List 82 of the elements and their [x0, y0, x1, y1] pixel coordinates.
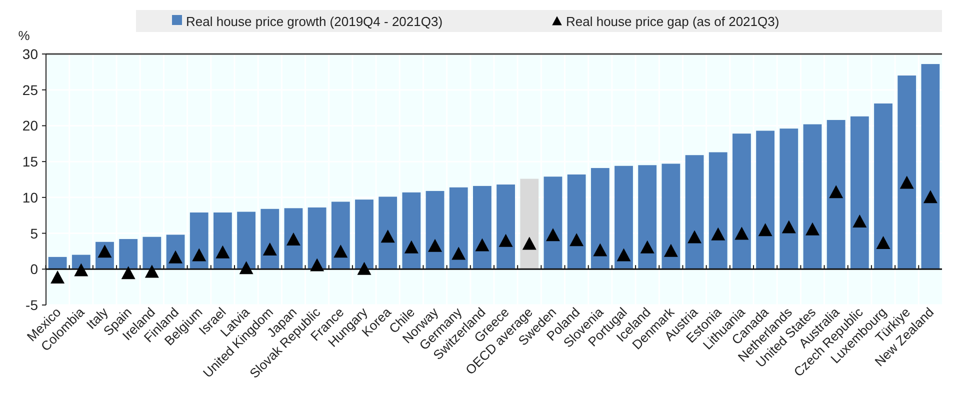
bar: [284, 208, 303, 270]
point: [286, 232, 300, 246]
point: [239, 261, 254, 274]
y-tick-label: -5: [26, 297, 38, 313]
point: [782, 220, 796, 234]
bar: [850, 116, 869, 270]
bar: [119, 239, 138, 270]
bar: [237, 212, 256, 270]
point: [546, 228, 560, 242]
point: [829, 185, 844, 198]
bar: [402, 192, 421, 270]
bar: [260, 208, 280, 270]
bar: [496, 184, 515, 270]
bar: [48, 256, 67, 270]
bar: [214, 212, 232, 270]
bar: [142, 236, 162, 270]
point: [310, 258, 324, 272]
point: [144, 264, 159, 278]
bar: [685, 155, 704, 270]
point: [357, 262, 372, 275]
point: [923, 190, 938, 204]
bar: [449, 187, 468, 270]
bar: [898, 76, 916, 270]
bar: [708, 152, 728, 270]
point: [664, 244, 678, 257]
point: [192, 248, 206, 262]
point: [593, 243, 608, 256]
point: [570, 233, 584, 246]
bar: [308, 207, 326, 270]
point: [711, 227, 726, 240]
point: [475, 238, 490, 252]
bar: [662, 164, 680, 270]
bar: [331, 202, 350, 270]
point: [334, 244, 348, 258]
point: [900, 176, 914, 189]
y-tick-label: 30: [22, 46, 38, 62]
bar: [590, 168, 610, 270]
point: [262, 242, 277, 256]
point: [616, 248, 631, 262]
point: [805, 222, 820, 236]
y-tick-label: 15: [22, 154, 38, 170]
point: [758, 223, 772, 236]
bar: [780, 128, 798, 270]
point: [216, 245, 230, 258]
point: [734, 226, 749, 240]
point: [522, 236, 536, 250]
y-tick-label: 10: [22, 189, 38, 206]
point: [380, 230, 395, 243]
bar: [614, 166, 633, 270]
bar: [355, 200, 374, 270]
y-axis-title: %: [18, 28, 30, 43]
point: [428, 238, 442, 252]
bar: [638, 165, 657, 270]
point: [74, 263, 88, 276]
bar: [378, 196, 398, 270]
bar: [826, 120, 846, 270]
point: [50, 270, 65, 284]
point: [688, 230, 702, 244]
point: [498, 234, 513, 247]
point: [876, 236, 890, 250]
y-tick-label: 5: [30, 225, 38, 242]
point: [852, 214, 867, 228]
bar: [520, 178, 539, 270]
bar: [473, 186, 492, 270]
bar: [732, 134, 751, 270]
bar: [756, 130, 774, 270]
legend-label: Real house price gap (as of 2021Q3): [566, 14, 780, 29]
point: [121, 266, 136, 280]
point: [452, 246, 466, 260]
y-tick-label: 20: [22, 118, 38, 134]
y-tick-label: 25: [22, 82, 38, 98]
point: [404, 240, 418, 254]
bar: [544, 176, 562, 270]
point: [640, 240, 654, 254]
bar: [921, 64, 940, 270]
y-tick-label: 0: [30, 261, 38, 278]
bar: [426, 190, 444, 270]
bar: [567, 174, 586, 270]
bar: [803, 124, 822, 270]
bar: [874, 103, 892, 270]
bar: [190, 212, 208, 270]
legend-label: Real house price growth (2019Q4 - 2021Q3): [186, 14, 443, 29]
